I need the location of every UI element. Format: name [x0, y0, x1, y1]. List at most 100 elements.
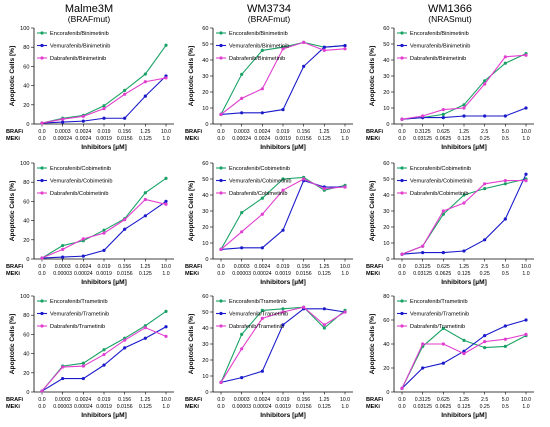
- legend-entry: Encorafenib/Cobimetinib: [229, 166, 290, 172]
- x-tick-label-mek: 0.0: [398, 136, 405, 142]
- legend-entry: Dabrafenib/Trametinib: [410, 324, 465, 330]
- y-tick-label: 20: [23, 238, 29, 244]
- legend-swatch-marker: [40, 324, 44, 328]
- legend-swatch-marker: [219, 324, 223, 328]
- data-point: [102, 104, 106, 108]
- y-axis-label: Apoptotic Cells [%]: [9, 314, 16, 374]
- y-tick-label: 40: [202, 58, 208, 64]
- legend-swatch-marker: [40, 299, 44, 303]
- data-point: [40, 256, 44, 260]
- x-tick-label-mek: 0.0625: [435, 404, 451, 410]
- data-point: [123, 338, 127, 342]
- y-axis-label: Apoptotic Cells [%]: [188, 314, 195, 374]
- y-tick-label: 20: [202, 225, 208, 231]
- data-point: [322, 45, 326, 49]
- data-point: [400, 386, 404, 390]
- data-point: [81, 361, 85, 365]
- x-tick-label-braf: 0.0024: [254, 264, 270, 270]
- legend-swatch-marker: [219, 311, 223, 316]
- legend-entry: Vemurafenib/Cobimetinib: [410, 179, 473, 185]
- x-tick-label-mek: 0.00024: [53, 136, 72, 142]
- x-tick-label-mek: 0.125: [458, 404, 471, 410]
- x-axis-label: Inhibitors [µM]: [260, 412, 306, 419]
- legend-entry: Dabrafenib/Trametinib: [229, 324, 284, 330]
- x-tick-label-mek: 0.0: [38, 271, 45, 277]
- x-tick-label-braf: 0.0: [38, 264, 45, 270]
- x-tick-label-mek: 0.03125: [413, 404, 432, 410]
- y-tick-label: 20: [383, 225, 389, 231]
- data-point: [503, 61, 507, 65]
- data-point: [281, 307, 285, 311]
- y-tick-label: 30: [383, 209, 389, 215]
- legend-swatch-marker: [40, 311, 44, 316]
- y-tick-label: 40: [23, 84, 29, 90]
- data-point: [421, 114, 425, 118]
- y-tick-label: 0: [26, 257, 29, 263]
- data-point: [503, 324, 507, 328]
- x-tick-label-braf: 2.5: [481, 264, 488, 270]
- legend-entry: Encorafenib/Binimetinib: [410, 31, 469, 37]
- y-tick-label: 40: [23, 352, 29, 358]
- data-point: [441, 108, 445, 112]
- x-tick-label-braf: 10.0: [340, 264, 350, 270]
- data-point: [102, 116, 106, 120]
- row-label-brafi: BRAFi: [185, 397, 203, 403]
- row-label-brafi: BRAFi: [6, 397, 24, 403]
- legend: Encorafenib/Trametinib Vemurafenib/Tramet…: [216, 299, 288, 330]
- data-point: [281, 228, 285, 232]
- data-point: [483, 82, 487, 86]
- data-point: [240, 376, 244, 380]
- x-tick-label-braf: 0.0003: [234, 129, 250, 135]
- y-tick-label: 40: [383, 58, 389, 64]
- data-point: [81, 254, 85, 258]
- data-point: [462, 349, 466, 353]
- data-point: [281, 323, 285, 327]
- row-label-meki: MEKi: [6, 271, 20, 277]
- x-tick-label-braf: 0.0024: [75, 129, 91, 135]
- legend-entry: Dabrafenib/Cobimetinib: [50, 191, 108, 197]
- x-tick-label-mek: 0.0625: [435, 136, 451, 142]
- x-axis-label: Inhibitors [µM]: [441, 412, 487, 419]
- x-tick-label-mek: 0.0019: [275, 271, 291, 277]
- row-label-meki: MEKi: [6, 404, 20, 410]
- y-tick-label: 0: [386, 390, 389, 396]
- legend-entry: Vemurafenib/Binimetinib: [410, 44, 470, 50]
- x-tick-label-braf: 0.0003: [234, 397, 250, 403]
- data-point: [503, 179, 507, 183]
- y-axis-label: Apoptotic Cells [%]: [369, 181, 376, 241]
- x-tick-label-braf: 1.25: [459, 264, 469, 270]
- legend-swatch-marker: [400, 324, 404, 328]
- x-tick-label-braf: 0.0: [398, 264, 405, 270]
- data-point: [441, 112, 445, 116]
- y-tick-label: 30: [202, 342, 208, 348]
- legend-swatch-marker: [219, 178, 223, 183]
- y-tick-label: 30: [383, 74, 389, 80]
- x-tick-label-mek: 0.00003: [53, 271, 72, 277]
- legend-swatch-marker: [400, 191, 404, 195]
- data-point: [483, 334, 487, 338]
- x-tick-label-braf: 0.019: [277, 129, 290, 135]
- data-point: [281, 108, 285, 112]
- x-tick-label-braf: 0.0: [217, 397, 224, 403]
- x-tick-label-braf: 5.0: [502, 264, 509, 270]
- data-point: [102, 107, 106, 111]
- y-tick-label: 40: [23, 219, 29, 225]
- y-tick-label: 20: [23, 371, 29, 377]
- x-tick-label-mek: 0.00024: [74, 404, 93, 410]
- legend-swatch-marker: [400, 43, 404, 48]
- x-tick-label-mek: 0.0: [217, 271, 224, 277]
- y-tick-label: 50: [202, 177, 208, 183]
- legend-entry: Dabrafenib/Binimetinib: [410, 56, 466, 62]
- legend-entry: Vemurafenib/Binimetinib: [50, 44, 110, 50]
- data-point: [143, 214, 147, 218]
- x-axis-label: Inhibitors [µM]: [441, 279, 487, 286]
- legend-swatch-marker: [40, 43, 44, 48]
- y-tick-label: 50: [202, 42, 208, 48]
- x-tick-label-mek: 0.125: [139, 271, 152, 277]
- chart-panel-5: 0 10 20 30 40 50 60 Apoptotic Cells [%] BRAFiMEK…: [185, 161, 353, 286]
- x-tick-label-braf: 0.156: [118, 129, 131, 135]
- x-tick-label-mek: 0.0019: [275, 404, 291, 410]
- x-tick-label-mek: 0.0019: [96, 271, 112, 277]
- y-tick-label: 60: [202, 294, 208, 300]
